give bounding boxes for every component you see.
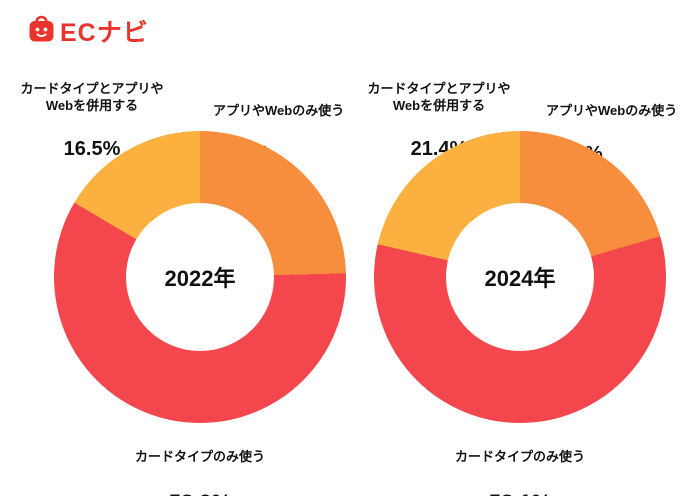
- donut-chart-2022: 2022年: [54, 131, 346, 423]
- label-2022-combo-text: カードタイプとアプリや Webを併用する: [20, 80, 164, 114]
- label-2022-app-web-only-text: アプリやWebのみ使う: [213, 102, 345, 118]
- label-2024-card-only-percent: 58.1%: [395, 488, 645, 496]
- label-2024-card-only: カードタイプのみ使う 58.1%: [395, 430, 645, 496]
- ecnavi-logo-icon: [28, 14, 55, 48]
- donut-center-year-2024: 2024年: [484, 266, 556, 291]
- donut-center-year-2022: 2022年: [164, 266, 236, 291]
- ecnavi-logo-text: ECナビ: [60, 19, 149, 47]
- label-2024-app-web-only-text: アプリやWebのみ使う: [546, 102, 678, 118]
- label-2022-card-only-percent: 58.9%: [75, 488, 325, 496]
- donut-hole-2022: 2022年: [126, 203, 274, 351]
- label-2022-card-only-text: カードタイプのみ使う: [134, 448, 265, 464]
- label-2024-card-only-text: カードタイプのみ使う: [454, 448, 585, 464]
- donut-hole-2024: 2024年: [446, 203, 594, 351]
- label-2022-combo: カードタイプとアプリや Webを併用する 16.5%: [8, 62, 176, 181]
- label-2022-card-only: カードタイプのみ使う 58.9%: [75, 430, 325, 496]
- donut-chart-2024: 2024年: [374, 131, 666, 423]
- label-2022-combo-percent: 16.5%: [63, 138, 121, 161]
- ecnavi-logo: ECナビ: [28, 13, 149, 49]
- label-2024-combo-text: カードタイプとアプリや Webを併用する: [367, 80, 511, 114]
